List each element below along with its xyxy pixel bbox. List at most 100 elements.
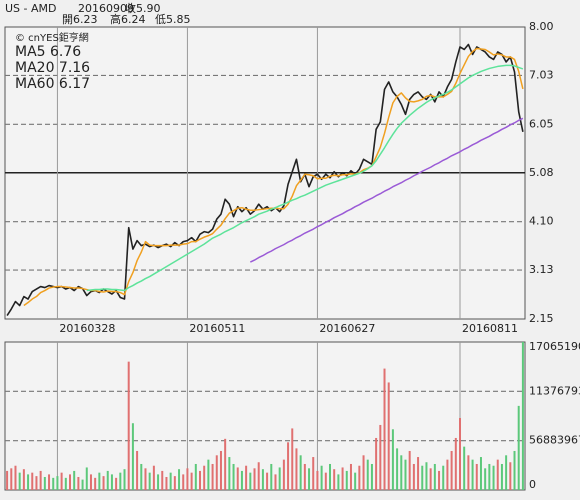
volume-bar	[52, 477, 55, 490]
y-tick-label: 6.05	[529, 117, 554, 130]
volume-bar	[77, 476, 80, 490]
volume-bar	[324, 472, 327, 490]
volume-bar	[488, 463, 491, 490]
volume-bar	[81, 479, 84, 490]
volume-bar	[69, 474, 71, 490]
volume-bar	[178, 469, 181, 490]
volume-bar	[140, 463, 143, 490]
volume-bar	[303, 463, 306, 490]
volume-bar	[123, 469, 126, 490]
volume-bar	[316, 470, 319, 490]
volume-bar	[27, 474, 30, 490]
y-tick-label: 8.00	[529, 20, 554, 33]
volume-bar	[513, 450, 516, 490]
volume-bar	[433, 463, 436, 490]
volume-bar	[22, 469, 25, 490]
volume-bar	[362, 455, 365, 490]
volume-bar	[249, 472, 252, 490]
y-tick-label: 3.13	[529, 263, 554, 276]
x-tick-label: 20160328	[59, 322, 115, 335]
volume-bar	[245, 465, 248, 490]
volume-bar	[94, 477, 97, 490]
y-tick-label: 2.15	[529, 312, 554, 325]
volume-bar	[219, 450, 222, 490]
volume-bar	[349, 463, 352, 490]
volume-bar	[400, 455, 403, 490]
volume-bar	[144, 468, 147, 490]
date: 20160909	[78, 2, 134, 15]
x-tick-label: 20160627	[319, 322, 375, 335]
volume-bar	[442, 465, 445, 490]
volume-bar	[291, 428, 294, 490]
volume-bar	[391, 429, 394, 490]
volume-bar	[295, 448, 298, 490]
volume-bar	[467, 455, 470, 490]
volume-bar	[236, 467, 239, 490]
volume-bar	[412, 463, 415, 490]
high-price: 高6.24	[110, 12, 146, 26]
volume-bar	[509, 462, 512, 490]
volume-bar	[312, 457, 315, 490]
volume-bar	[329, 463, 331, 490]
volume-bar	[39, 470, 42, 490]
volume-bar	[173, 476, 176, 490]
volume-bar	[475, 463, 478, 490]
volume-bar	[287, 442, 290, 490]
volume-bar	[333, 469, 336, 490]
volume-bar	[375, 437, 378, 490]
volume-bar	[14, 465, 17, 490]
legend-entry: MA5 6.76	[15, 44, 81, 60]
y-tick-label: 4.10	[529, 215, 554, 228]
volume-bar	[521, 342, 524, 490]
volume-bar	[119, 472, 122, 490]
volume-bar	[165, 476, 168, 490]
volume-bar	[190, 472, 193, 490]
volume-bar	[43, 476, 46, 490]
ticker: US - AMD	[5, 2, 56, 15]
price-panel	[4, 26, 526, 320]
volume-bar	[224, 438, 227, 490]
volume-bar	[257, 462, 260, 490]
volume-bar	[479, 457, 482, 490]
volume-bar	[505, 455, 508, 490]
volume-bar	[31, 472, 34, 490]
volume-bar	[106, 470, 109, 490]
volume-bar	[207, 459, 210, 490]
volume-bar	[429, 468, 432, 490]
volume-bar	[320, 465, 323, 490]
volume-bar	[450, 450, 453, 490]
source: © cnYES鉅亨網	[15, 31, 89, 44]
volume-bar	[110, 474, 113, 490]
volume-bar	[438, 470, 441, 490]
volume-bar	[299, 455, 302, 490]
volume-bar	[463, 446, 466, 490]
volume-bar	[282, 459, 285, 490]
volume-bar	[194, 463, 197, 490]
volume-bar	[89, 474, 92, 490]
legend-entry: MA60 6.17	[15, 76, 90, 92]
volume-bar	[18, 472, 21, 490]
volume-bar	[115, 477, 118, 490]
volume-bar	[425, 462, 428, 490]
volume-bar	[446, 459, 449, 490]
volume-bar	[182, 474, 185, 490]
volume-bar	[186, 468, 189, 490]
y-tick-label: 5.08	[529, 166, 554, 179]
close-price: 收5.90	[125, 1, 161, 15]
volume-bar	[345, 470, 348, 490]
x-tick-label: 20160511	[189, 322, 245, 335]
volume-bar	[484, 468, 487, 490]
volume-bar	[152, 465, 155, 490]
volume-bar	[270, 463, 273, 490]
volume-bar	[102, 476, 105, 490]
volume-bar	[421, 465, 424, 490]
volume-bar	[136, 450, 139, 490]
volume-bar	[517, 405, 520, 490]
volume-bar	[56, 476, 59, 490]
volume-bar	[73, 470, 76, 490]
y-tick-label: 0	[529, 478, 536, 491]
volume-bar	[131, 423, 134, 490]
volume-bar	[370, 463, 373, 490]
